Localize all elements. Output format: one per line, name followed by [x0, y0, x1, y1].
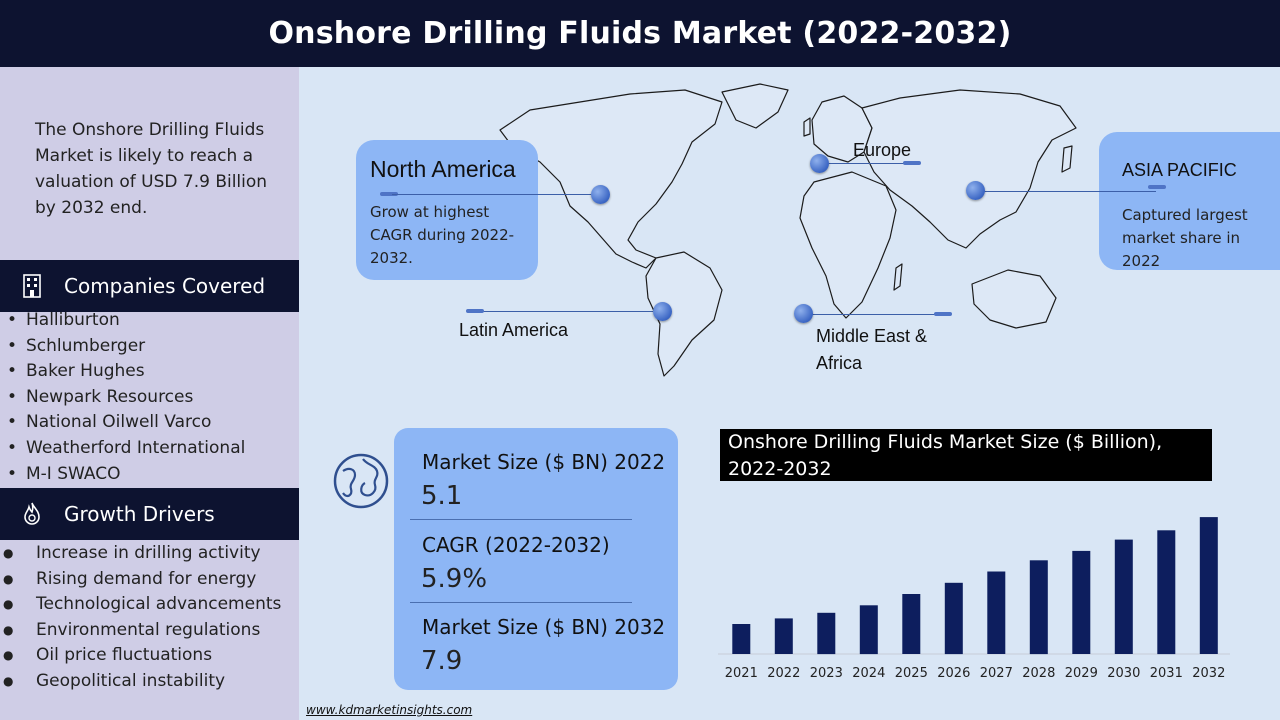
size-2022-label: Market Size ($ BN) 2022 — [422, 450, 666, 474]
asia-pacific-label: ASIA PACIFIC — [1122, 160, 1237, 180]
x-tick-label: 2029 — [1065, 666, 1098, 681]
bar-2030 — [1114, 539, 1133, 654]
europe-connector — [903, 161, 921, 165]
uk-shape — [803, 117, 811, 137]
x-tick-label: 2032 — [1192, 666, 1225, 681]
growth-driver-item: Oil price fluctuations — [0, 643, 299, 669]
chart-title: Onshore Drilling Fluids Market Size ($ B… — [720, 429, 1212, 481]
company-item: Schlumberger — [0, 334, 299, 360]
asia-pacific-desc: Captured largest market share in 2022 — [1122, 206, 1248, 270]
size-2032-value: 7.9 — [421, 646, 463, 676]
europe-pin — [810, 154, 829, 173]
x-tick-label: 2026 — [937, 666, 970, 681]
bar-2023 — [817, 612, 836, 655]
madagascar-shape — [893, 263, 903, 291]
x-tick-label: 2030 — [1107, 666, 1140, 681]
x-tick-label: 2031 — [1150, 666, 1183, 681]
companies-list: HalliburtonSchlumbergerBaker HughesNewpa… — [0, 308, 299, 487]
cagr-value: 5.9% — [421, 564, 488, 594]
north-america-callout — [356, 140, 538, 280]
bar-2026 — [944, 582, 963, 655]
australia-shape — [971, 269, 1057, 329]
bar-2029 — [1072, 550, 1091, 654]
growth-driver-item: Geopolitical instability — [0, 669, 299, 695]
bar-2027 — [987, 571, 1006, 654]
x-tick-label: 2023 — [810, 666, 843, 681]
company-item: Halliburton — [0, 308, 299, 334]
greenland-shape — [721, 83, 789, 129]
north-america-pin — [591, 185, 610, 204]
x-tick-label: 2022 — [767, 666, 800, 681]
x-tick-label: 2025 — [895, 666, 928, 681]
bar-2028 — [1029, 560, 1048, 655]
asia-shape — [861, 89, 1077, 249]
left-panel: The Onshore Drilling Fluids Market is li… — [0, 67, 299, 720]
europe-label: Europe — [853, 140, 912, 160]
company-item: National Oilwell Varco — [0, 410, 299, 436]
bar-2024 — [859, 605, 878, 655]
size-2032-label: Market Size ($ BN) 2032 — [422, 615, 666, 639]
latin-america-pin — [653, 302, 672, 321]
drivers-header: Growth Drivers — [0, 488, 299, 540]
mea-label: Middle East & Africa — [816, 326, 928, 373]
bar-2032 — [1199, 517, 1218, 654]
world-map — [499, 83, 1077, 377]
x-tick-label: 2021 — [725, 666, 758, 681]
company-item: Newpark Resources — [0, 385, 299, 411]
size-2022-value: 5.1 — [421, 481, 463, 511]
drivers-list: Increase in drilling activityRising dema… — [0, 541, 299, 695]
growth-driver-item: Environmental regulations — [0, 618, 299, 644]
footer-link[interactable]: www.kdmarketinsights.com — [306, 703, 473, 717]
bar-2021 — [732, 624, 751, 654]
latin-america-connector — [466, 309, 484, 313]
building-icon — [0, 274, 64, 298]
mea-connector — [934, 312, 952, 316]
bar-2025 — [902, 594, 921, 654]
north-america-label: North America — [370, 156, 516, 182]
asia-pacific-pin — [966, 181, 985, 200]
drivers-title: Growth Drivers — [64, 502, 215, 526]
stats-card: Market Size ($ BN) 2022 5.1 CAGR (2022-2… — [394, 428, 678, 690]
header-bar: Onshore Drilling Fluids Market (2022-203… — [0, 0, 1280, 67]
x-tick-label: 2028 — [1022, 666, 1055, 681]
bar-2031 — [1157, 530, 1176, 655]
japan-shape — [1061, 145, 1073, 173]
companies-header: Companies Covered — [0, 260, 299, 312]
flame-icon — [0, 502, 64, 526]
latin-america-label: Latin America — [459, 320, 569, 340]
companies-title: Companies Covered — [64, 274, 266, 298]
growth-driver-item: Increase in drilling activity — [0, 541, 299, 567]
asia-pacific-line — [976, 191, 1156, 192]
africa-shape — [799, 171, 897, 319]
mea-pin — [794, 304, 813, 323]
north-america-line — [392, 194, 600, 195]
bar-2022 — [774, 618, 793, 654]
stats-divider — [410, 602, 632, 603]
x-tick-label: 2024 — [852, 666, 885, 681]
asia-pacific-connector — [1148, 185, 1166, 189]
company-item: Weatherford International — [0, 436, 299, 462]
north-america-shape — [499, 89, 723, 269]
latin-america-line — [470, 311, 662, 312]
south-america-shape — [645, 251, 723, 377]
growth-driver-item: Technological advancements — [0, 592, 299, 618]
company-item: M-I SWACO — [0, 462, 299, 488]
x-tick-label: 2027 — [980, 666, 1013, 681]
stats-divider — [410, 519, 632, 520]
north-america-desc: Grow at highest CAGR during 2022-2032. — [370, 203, 515, 267]
bar-chart: 2021 2022 2023 2024 2025 2026 2027 2028 2029 2030… — [718, 517, 1230, 681]
company-item: Baker Hughes — [0, 359, 299, 385]
europe-line — [820, 163, 912, 164]
cagr-label: CAGR (2022-2032) — [422, 533, 610, 557]
mea-line — [804, 314, 944, 315]
asia-pacific-callout — [1099, 132, 1280, 270]
globe-icon — [333, 453, 389, 509]
growth-driver-item: Rising demand for energy — [0, 567, 299, 593]
intro-text: The Onshore Drilling Fluids Market is li… — [35, 120, 268, 218]
north-america-connector — [380, 192, 398, 196]
page-title: Onshore Drilling Fluids Market (2022-203… — [268, 16, 1012, 51]
